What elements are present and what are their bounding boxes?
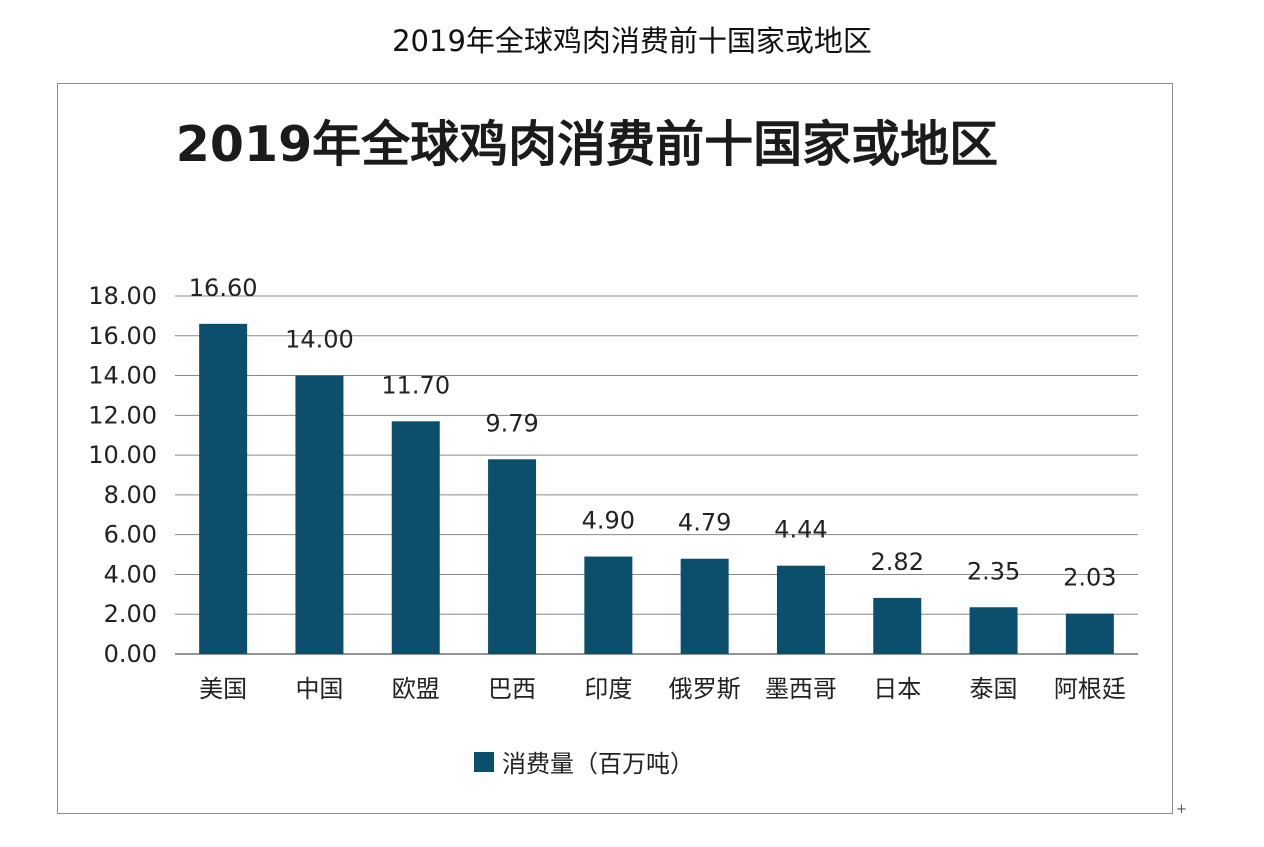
category-label: 巴西 bbox=[488, 675, 536, 703]
bar bbox=[295, 375, 344, 654]
data-label: 9.79 bbox=[485, 409, 538, 437]
category-label: 墨西哥 bbox=[765, 675, 837, 703]
category-label: 日本 bbox=[873, 675, 921, 703]
data-label: 11.70 bbox=[381, 371, 450, 399]
data-label: 2.82 bbox=[871, 548, 924, 576]
data-label: 2.35 bbox=[967, 557, 1020, 585]
legend-swatch bbox=[474, 751, 494, 772]
chart-title: 2019年全球鸡肉消费前十国家或地区 bbox=[175, 116, 999, 173]
category-label: 美国 bbox=[199, 675, 247, 703]
legend-label: 消费量（百万吨） bbox=[502, 750, 694, 778]
y-tick-label: 16.00 bbox=[88, 322, 157, 350]
page-title: 2019年全球鸡肉消费前十国家或地区 bbox=[392, 24, 872, 58]
data-label: 4.90 bbox=[582, 507, 635, 535]
bar bbox=[680, 558, 729, 654]
bar bbox=[391, 421, 440, 654]
bar bbox=[969, 607, 1018, 654]
y-tick-label: 14.00 bbox=[88, 362, 157, 390]
y-tick-label: 18.00 bbox=[88, 282, 157, 310]
bar bbox=[584, 556, 633, 654]
data-label: 4.79 bbox=[678, 509, 731, 537]
bar bbox=[873, 597, 922, 654]
resize-handle-icon: + bbox=[1176, 802, 1187, 817]
y-tick-label: 0.00 bbox=[104, 640, 157, 668]
data-label: 2.03 bbox=[1063, 564, 1116, 592]
category-label: 中国 bbox=[295, 675, 343, 703]
category-label: 阿根廷 bbox=[1054, 675, 1126, 703]
data-label: 4.44 bbox=[774, 516, 827, 544]
y-tick-label: 4.00 bbox=[104, 560, 157, 588]
category-label: 印度 bbox=[584, 675, 632, 703]
bar bbox=[199, 323, 248, 654]
category-label: 俄罗斯 bbox=[669, 675, 741, 703]
y-tick-label: 2.00 bbox=[104, 600, 157, 628]
y-tick-label: 10.00 bbox=[88, 441, 157, 469]
legend: 消费量（百万吨） bbox=[474, 744, 694, 779]
y-tick-label: 12.00 bbox=[88, 401, 157, 429]
data-label: 14.00 bbox=[285, 326, 354, 354]
bar bbox=[1065, 613, 1114, 654]
category-label: 泰国 bbox=[970, 675, 1018, 703]
bar bbox=[488, 459, 537, 654]
category-label: 欧盟 bbox=[392, 675, 440, 703]
y-tick-label: 6.00 bbox=[104, 521, 157, 549]
bar bbox=[776, 565, 825, 654]
data-label: 16.60 bbox=[189, 274, 258, 302]
y-tick-label: 8.00 bbox=[104, 481, 157, 509]
